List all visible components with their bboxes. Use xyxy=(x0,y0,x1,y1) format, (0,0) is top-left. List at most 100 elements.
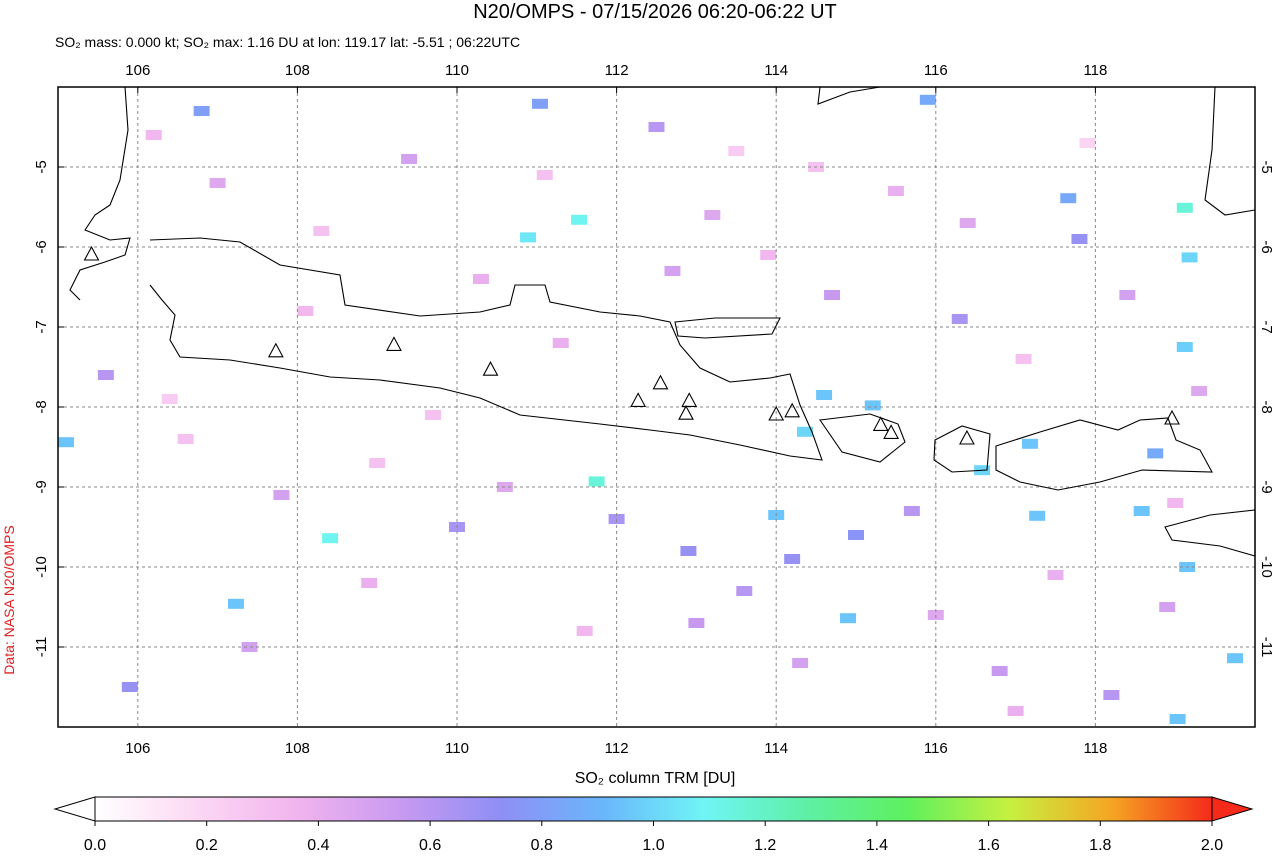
so2-pixel xyxy=(688,618,705,628)
so2-pixel xyxy=(1176,342,1193,352)
so2-pixel xyxy=(736,586,753,596)
volcano xyxy=(482,361,499,376)
so2-pixel xyxy=(991,666,1008,676)
x-tick-label: 106 xyxy=(125,740,150,757)
so2-pixel xyxy=(361,578,378,588)
so2-pixel xyxy=(536,170,553,180)
so2-pixel xyxy=(313,226,330,236)
colorbar-tick-label: 0.2 xyxy=(196,837,218,853)
so2-pixel xyxy=(401,154,418,164)
so2-pixel xyxy=(1007,706,1024,716)
colorbar-tick-label: 0.6 xyxy=(419,837,441,853)
so2-pixel xyxy=(273,490,290,500)
volcano xyxy=(872,416,889,431)
x-tick-label: 110 xyxy=(445,62,469,79)
so2-pixel xyxy=(1103,690,1120,700)
colorbar-tick-label: 0.4 xyxy=(307,837,329,853)
y-tick-label: -8 xyxy=(33,400,50,413)
x-tick-label: 116 xyxy=(924,62,948,79)
x-tick-label: 112 xyxy=(605,740,629,757)
so2-pixel xyxy=(571,214,588,225)
volcano xyxy=(681,392,698,407)
so2-pixel xyxy=(1079,138,1096,148)
colorbar-tick-label: 1.2 xyxy=(754,837,776,853)
volcano xyxy=(1164,409,1180,425)
volcano xyxy=(883,424,900,439)
so2-pixel xyxy=(121,682,138,692)
volcano xyxy=(630,392,647,407)
x-tick-label: 118 xyxy=(1083,62,1107,79)
so2-pixel xyxy=(951,314,968,324)
x-tick-label: 108 xyxy=(285,62,310,79)
so2-pixel xyxy=(1071,234,1088,244)
subtitle: SO₂ mass: 0.000 kt; SO₂ max: 1.16 DU at … xyxy=(55,34,520,50)
volcano xyxy=(784,402,801,418)
so2-pixel xyxy=(297,306,314,316)
so2-pixel xyxy=(1029,510,1046,521)
coast-borneo xyxy=(817,86,881,105)
y-tick-label: -11 xyxy=(33,637,50,658)
y-tick-label: -9 xyxy=(33,480,50,493)
colorbar-tick-label: 1.6 xyxy=(977,837,999,853)
so2-pixel xyxy=(1147,448,1164,459)
so2-pixel xyxy=(919,94,936,105)
so2-pixel xyxy=(1047,570,1064,580)
so2-pixel xyxy=(728,146,745,156)
volcano xyxy=(959,429,975,445)
colorbar-under xyxy=(53,796,96,822)
so2-pixel xyxy=(576,626,593,636)
coast-sumatra xyxy=(69,86,131,301)
colorbar-bar xyxy=(94,796,1213,822)
colorbar-tick-label: 0.0 xyxy=(84,837,106,853)
so2-pixel xyxy=(648,122,665,132)
so2-pixel xyxy=(664,266,681,276)
colorbar-label: SO₂ column TRM [DU] xyxy=(575,770,736,787)
so2-pixel xyxy=(1021,438,1038,449)
coast-bali xyxy=(819,413,906,463)
y-tick-label: -10 xyxy=(33,556,50,578)
y-tick-label: -9 xyxy=(1258,480,1272,493)
so2-pixel xyxy=(824,290,841,300)
so2-pixel xyxy=(520,232,537,243)
so2-pixel xyxy=(1167,498,1184,508)
so2-pixel xyxy=(704,210,721,220)
so2-pixel xyxy=(97,370,114,380)
x-tick-label: 118 xyxy=(1083,740,1107,757)
volcano xyxy=(768,405,785,421)
x-tick-label: 114 xyxy=(764,62,788,79)
so2-pixel xyxy=(552,338,569,348)
y-tick-label: -5 xyxy=(33,160,50,173)
volcano xyxy=(83,245,100,261)
y-tick-label: -7 xyxy=(33,320,50,333)
colorbar: 0.0 0.2 0.4 0.6 0.8 1.0 1.2 1.4 1.6 1.8 2.0 xyxy=(53,796,1254,854)
so2-pixel xyxy=(322,533,339,544)
volcano xyxy=(267,342,284,358)
volcano-layer xyxy=(83,245,1180,445)
so2-pixel xyxy=(959,218,976,228)
so2-pixel xyxy=(792,658,809,668)
so2-pixel xyxy=(227,598,244,609)
y-tick-label: -7 xyxy=(1258,320,1272,333)
volcano xyxy=(678,405,694,420)
so2-pixel xyxy=(532,98,548,109)
so2-pixel xyxy=(887,186,904,196)
colorbar-over xyxy=(1211,796,1254,822)
so2-pixel xyxy=(588,476,605,487)
map-area xyxy=(58,87,1255,727)
y-tick-label: -6 xyxy=(33,240,50,253)
so2-pixel xyxy=(209,178,226,188)
coast-madura xyxy=(674,317,781,339)
so2-pixel xyxy=(796,426,813,437)
so2-pixel xyxy=(903,506,920,516)
so2-pixel xyxy=(848,530,864,540)
so2-pixel xyxy=(425,410,442,420)
so2-pixel xyxy=(1060,193,1077,204)
so2-pixel xyxy=(161,394,178,404)
credit: Data: NASA N20/OMPS xyxy=(1,525,17,674)
volcano xyxy=(652,374,669,390)
so2-pixel xyxy=(1015,354,1032,364)
x-tick-label: 112 xyxy=(605,62,629,79)
so2-pixel xyxy=(760,250,777,260)
so2-pixel xyxy=(840,613,856,624)
